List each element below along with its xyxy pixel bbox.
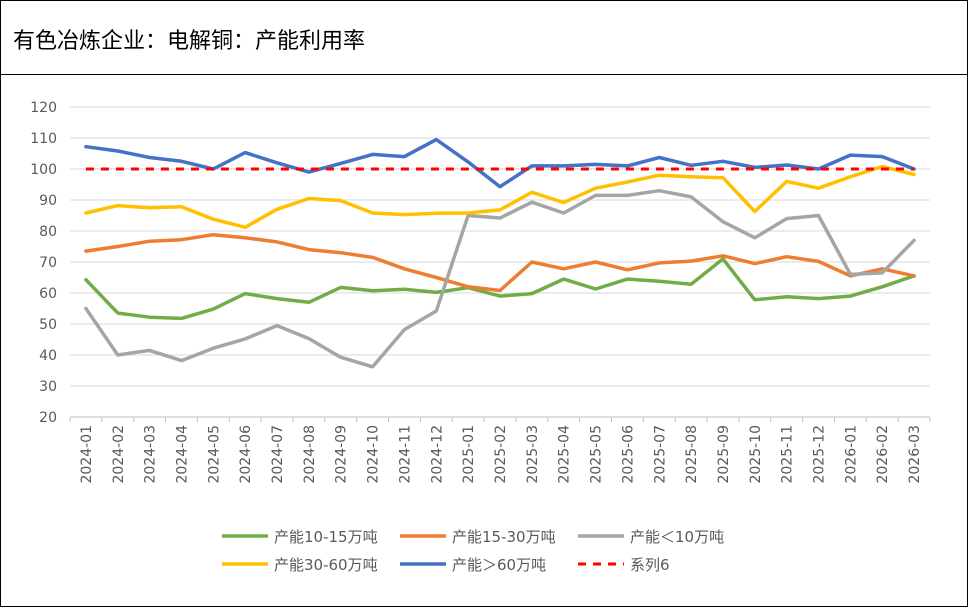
legend-label: 产能15-30万吨 (452, 528, 556, 546)
series-line (84, 137, 916, 189)
y-tick-label: 100 (30, 162, 57, 178)
x-tick-label: 2025-08 (684, 425, 700, 484)
series-line (84, 257, 916, 321)
legend-label: 产能＞60万吨 (452, 556, 546, 574)
x-tick-label: 2025-12 (812, 425, 828, 484)
x-tick-label: 2026-02 (875, 425, 891, 484)
legend-label: 系列6 (630, 556, 670, 574)
y-tick-label: 50 (39, 317, 57, 333)
y-tick-label: 70 (39, 255, 57, 271)
x-tick-label: 2024-09 (334, 425, 350, 484)
x-tick-label: 2024-07 (270, 425, 286, 484)
x-tick-label: 2024-08 (302, 425, 318, 484)
x-axis-ticks: 2024-01 2024-02 2024-03 2024-04 2024-05 2024-… (79, 425, 923, 484)
x-tick-label: 2024-12 (429, 425, 445, 484)
x-tick-label: 2025-07 (652, 425, 668, 484)
x-tick-label: 2025-03 (525, 425, 541, 484)
x-tick-label: 2024-04 (174, 425, 190, 484)
x-tick-label: 2025-02 (493, 425, 509, 484)
gridlines (69, 106, 931, 422)
x-tick-label: 2024-10 (366, 425, 382, 484)
series-line (84, 188, 916, 369)
x-tick-label: 2026-01 (843, 425, 859, 484)
x-tick-label: 2025-01 (461, 425, 477, 484)
title-bar: 有色冶炼企业：电解铜：产能利用率 (1, 1, 967, 75)
x-tick-label: 2024-01 (79, 425, 95, 484)
x-tick-label: 2024-03 (143, 425, 159, 484)
y-tick-label: 110 (30, 131, 57, 147)
x-tick-label: 2025-10 (748, 425, 764, 484)
legend-label: 产能30-60万吨 (274, 556, 378, 574)
y-tick-label: 120 (30, 100, 57, 116)
y-tick-label: 30 (39, 379, 57, 395)
legend-label: 产能＜10万吨 (630, 528, 724, 546)
legend-label: 产能10-15万吨 (274, 528, 378, 546)
series-lines (84, 137, 916, 369)
x-tick-label: 2025-04 (557, 425, 573, 484)
x-tick-label: 2024-02 (111, 425, 127, 484)
x-tick-label: 2024-06 (238, 425, 254, 484)
chart-title: 有色冶炼企业：电解铜：产能利用率 (13, 29, 366, 54)
series-line (84, 164, 916, 230)
x-tick-label: 2025-09 (716, 425, 732, 484)
series-line (84, 232, 916, 293)
y-tick-label: 60 (39, 286, 57, 302)
x-tick-label: 2025-11 (780, 425, 796, 484)
x-tick-label: 2026-03 (907, 425, 923, 484)
x-tick-label: 2024-11 (397, 425, 413, 484)
y-axis-ticks: 20 30 40 50 60 70 80 90 100 110 120 (30, 100, 57, 426)
y-tick-label: 40 (39, 348, 57, 364)
y-tick-label: 90 (39, 193, 57, 209)
y-tick-label: 20 (39, 410, 57, 426)
x-tick-label: 2024-05 (206, 425, 222, 484)
x-tick-label: 2025-06 (620, 425, 636, 484)
x-tick-label: 2025-05 (589, 425, 605, 484)
y-tick-label: 80 (39, 224, 57, 240)
